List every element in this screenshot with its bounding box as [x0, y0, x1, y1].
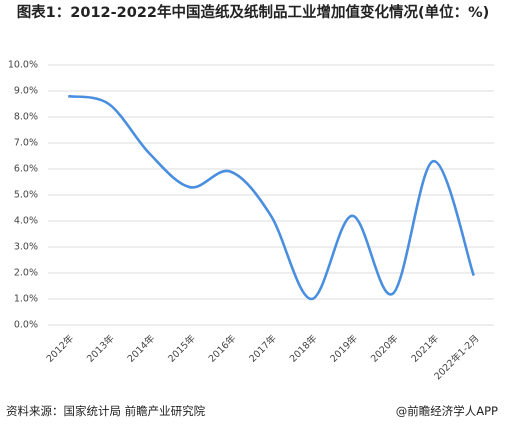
y-tick-label: 8.0% [14, 112, 38, 123]
y-tick-label: 10.0% [8, 60, 38, 71]
x-tick-label: 2018年 [287, 332, 320, 365]
x-tick-label: 2019年 [328, 332, 361, 365]
x-tick-label: 2015年 [165, 332, 198, 365]
y-tick-label: 7.0% [14, 138, 38, 149]
y-tick-label: 9.0% [14, 86, 38, 97]
y-tick-label: 1.0% [14, 294, 38, 305]
y-tick-label: 3.0% [14, 242, 38, 253]
x-tick-label: 2017年 [247, 332, 280, 365]
credit: @前瞻经济学人APP [395, 404, 498, 418]
x-tick-label: 2021年 [409, 332, 442, 365]
x-tick-label: 2020年 [368, 332, 401, 365]
y-tick-label: 0.0% [14, 320, 38, 331]
y-tick-label: 6.0% [14, 164, 38, 175]
chart: 0.0% 1.0% 2.0% 3.0% 4.0% 5.0% 6.0% 7.0% 8.0% 9.0%… [8, 60, 494, 382]
line [68, 94, 475, 301]
x-tick-label: 2012年 [44, 332, 77, 365]
y-tick-label: 5.0% [14, 190, 38, 201]
y-tick-label: 2.0% [14, 268, 38, 279]
y-tick-label: 4.0% [14, 216, 38, 227]
x-tick-label: 2014年 [125, 332, 158, 365]
source: 资料来源：国家统计局 前瞻产业研究院 [6, 404, 206, 418]
chart-title: 图表1：2012-2022年中国造纸及纸制品工业增加值变化情况(单位：%) [16, 5, 490, 21]
x-tick-label: 2013年 [84, 332, 117, 365]
x-tick-label: 2016年 [206, 332, 239, 365]
